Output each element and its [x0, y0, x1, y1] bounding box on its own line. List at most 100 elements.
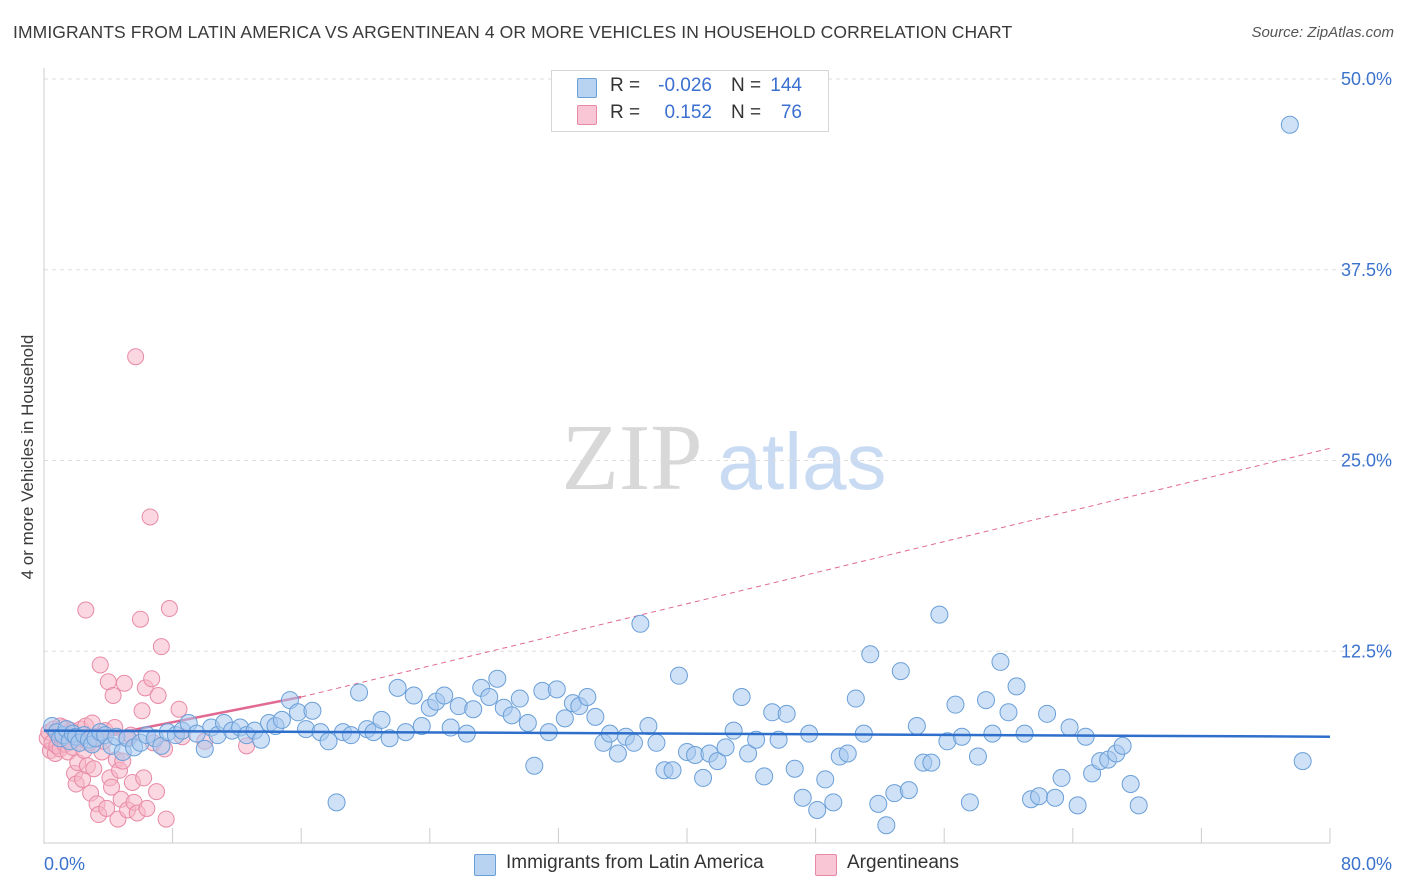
- latin-america-point: [303, 701, 322, 720]
- latin-america-point: [578, 688, 597, 707]
- latin-america-point: [342, 726, 361, 745]
- zipatlas-watermark: ZIP atlas: [562, 406, 887, 510]
- latin-america-point: [350, 683, 369, 702]
- argentinean-point: [160, 600, 178, 618]
- argentinean-point: [152, 638, 170, 656]
- legend-row-pink: R = 0.152 N = 76: [552, 101, 828, 127]
- latin-america-point: [816, 770, 835, 789]
- latin-america-point: [1038, 704, 1057, 723]
- latin-america-trend-line: [43, 729, 1331, 738]
- argentinean-point: [98, 799, 116, 817]
- latin-america-point: [502, 706, 521, 725]
- argentinean-point: [127, 348, 145, 366]
- source-label: Source: ZipAtlas.com: [1251, 24, 1394, 41]
- latin-america-point: [252, 730, 271, 749]
- watermark-zip: ZIP: [562, 406, 703, 510]
- argentinean-point: [131, 610, 149, 628]
- latin-america-point: [869, 794, 888, 813]
- legend-r-label: R =: [610, 75, 641, 96]
- argentinean-point: [149, 687, 167, 705]
- latin-america-point: [793, 788, 812, 807]
- argentinean-point: [133, 702, 151, 720]
- latin-america-point: [732, 688, 751, 707]
- argentinean-point: [77, 601, 95, 619]
- latin-america-point: [388, 678, 407, 697]
- latin-america-point: [1046, 788, 1065, 807]
- latin-america-point: [946, 695, 965, 714]
- y-tick-label: 37.5%: [1341, 260, 1392, 280]
- latin-america-point: [327, 793, 346, 812]
- latin-america-point: [639, 717, 658, 736]
- latin-america-point: [1293, 752, 1312, 771]
- series-swatch-blue: [474, 854, 496, 876]
- y-tick-label: 50.0%: [1341, 69, 1392, 89]
- latin-america-point: [631, 614, 650, 633]
- latin-america-point: [922, 753, 941, 772]
- latin-america-point: [1052, 768, 1071, 787]
- latin-america-point: [372, 710, 391, 729]
- latin-america-point: [1007, 677, 1026, 696]
- latin-america-point: [968, 747, 987, 766]
- latin-america-point: [991, 652, 1010, 671]
- latin-america-point: [976, 691, 995, 710]
- argentinean-point: [115, 674, 133, 692]
- argentinean-point: [85, 760, 103, 778]
- latin-america-point: [319, 732, 338, 751]
- legend-row-blue: R = -0.026 N = 144: [552, 74, 828, 100]
- latin-america-point: [1060, 718, 1079, 737]
- latin-america-point: [891, 662, 910, 681]
- latin-america-point: [861, 645, 880, 664]
- latin-america-point: [907, 717, 926, 736]
- latin-america-point: [769, 730, 788, 749]
- latin-america-point: [930, 605, 949, 624]
- latin-america-point: [555, 709, 574, 728]
- latin-america-point: [272, 710, 291, 729]
- latin-america-point: [525, 756, 544, 775]
- latin-america-point: [899, 781, 918, 800]
- latin-america-point: [380, 729, 399, 748]
- latin-america-point: [608, 744, 627, 763]
- chart-title: IMMIGRANTS FROM LATIN AMERICA VS ARGENTI…: [13, 22, 1013, 42]
- latin-america-point: [716, 738, 735, 757]
- legend-swatch-blue: [577, 78, 597, 98]
- legend-n-label: N =: [731, 75, 762, 96]
- latin-america-point: [518, 713, 537, 732]
- argentinean-point: [157, 810, 175, 828]
- latin-america-point: [663, 761, 682, 780]
- legend-r-value: 0.152: [664, 102, 712, 123]
- latin-america-point: [1030, 787, 1049, 806]
- latin-america-point: [739, 744, 758, 763]
- series-label-blue: Immigrants from Latin America: [506, 852, 764, 873]
- latin-america-point: [747, 730, 766, 749]
- latin-america-point: [195, 739, 214, 758]
- latin-america-point: [1113, 736, 1132, 755]
- stats-legend: R = -0.026 N = 144 R = 0.152 N = 76: [551, 70, 829, 132]
- latin-america-point: [412, 717, 431, 736]
- argentinean-point: [170, 700, 188, 718]
- argentinean-point: [148, 783, 166, 801]
- latin-america-point: [694, 768, 713, 787]
- argentinean-point: [143, 670, 161, 688]
- y-tick-label: 25.0%: [1341, 451, 1392, 471]
- argentinean-point: [135, 769, 153, 787]
- legend-swatch-pink: [577, 105, 597, 125]
- latin-america-point: [846, 689, 865, 708]
- latin-america-point: [708, 752, 727, 771]
- legend-r-value: -0.026: [658, 75, 712, 96]
- legend-n-value: 144: [770, 75, 802, 96]
- latin-america-point: [1129, 796, 1148, 815]
- latin-america-point: [669, 666, 688, 685]
- latin-america-point: [755, 767, 774, 786]
- latin-america-point: [510, 689, 529, 708]
- argentinean-point: [104, 687, 122, 705]
- latin-america-point: [624, 733, 643, 752]
- series-label-pink: Argentineans: [847, 852, 959, 873]
- argentinean-point: [91, 656, 109, 674]
- argentinean-point: [141, 508, 159, 526]
- x-tick-label-min: 0.0%: [44, 854, 85, 874]
- latin-america-point: [785, 759, 804, 778]
- latin-america-point: [1015, 724, 1034, 743]
- legend-n-label: N =: [731, 102, 762, 123]
- latin-america-point: [1068, 796, 1087, 815]
- latin-america-point: [547, 680, 566, 699]
